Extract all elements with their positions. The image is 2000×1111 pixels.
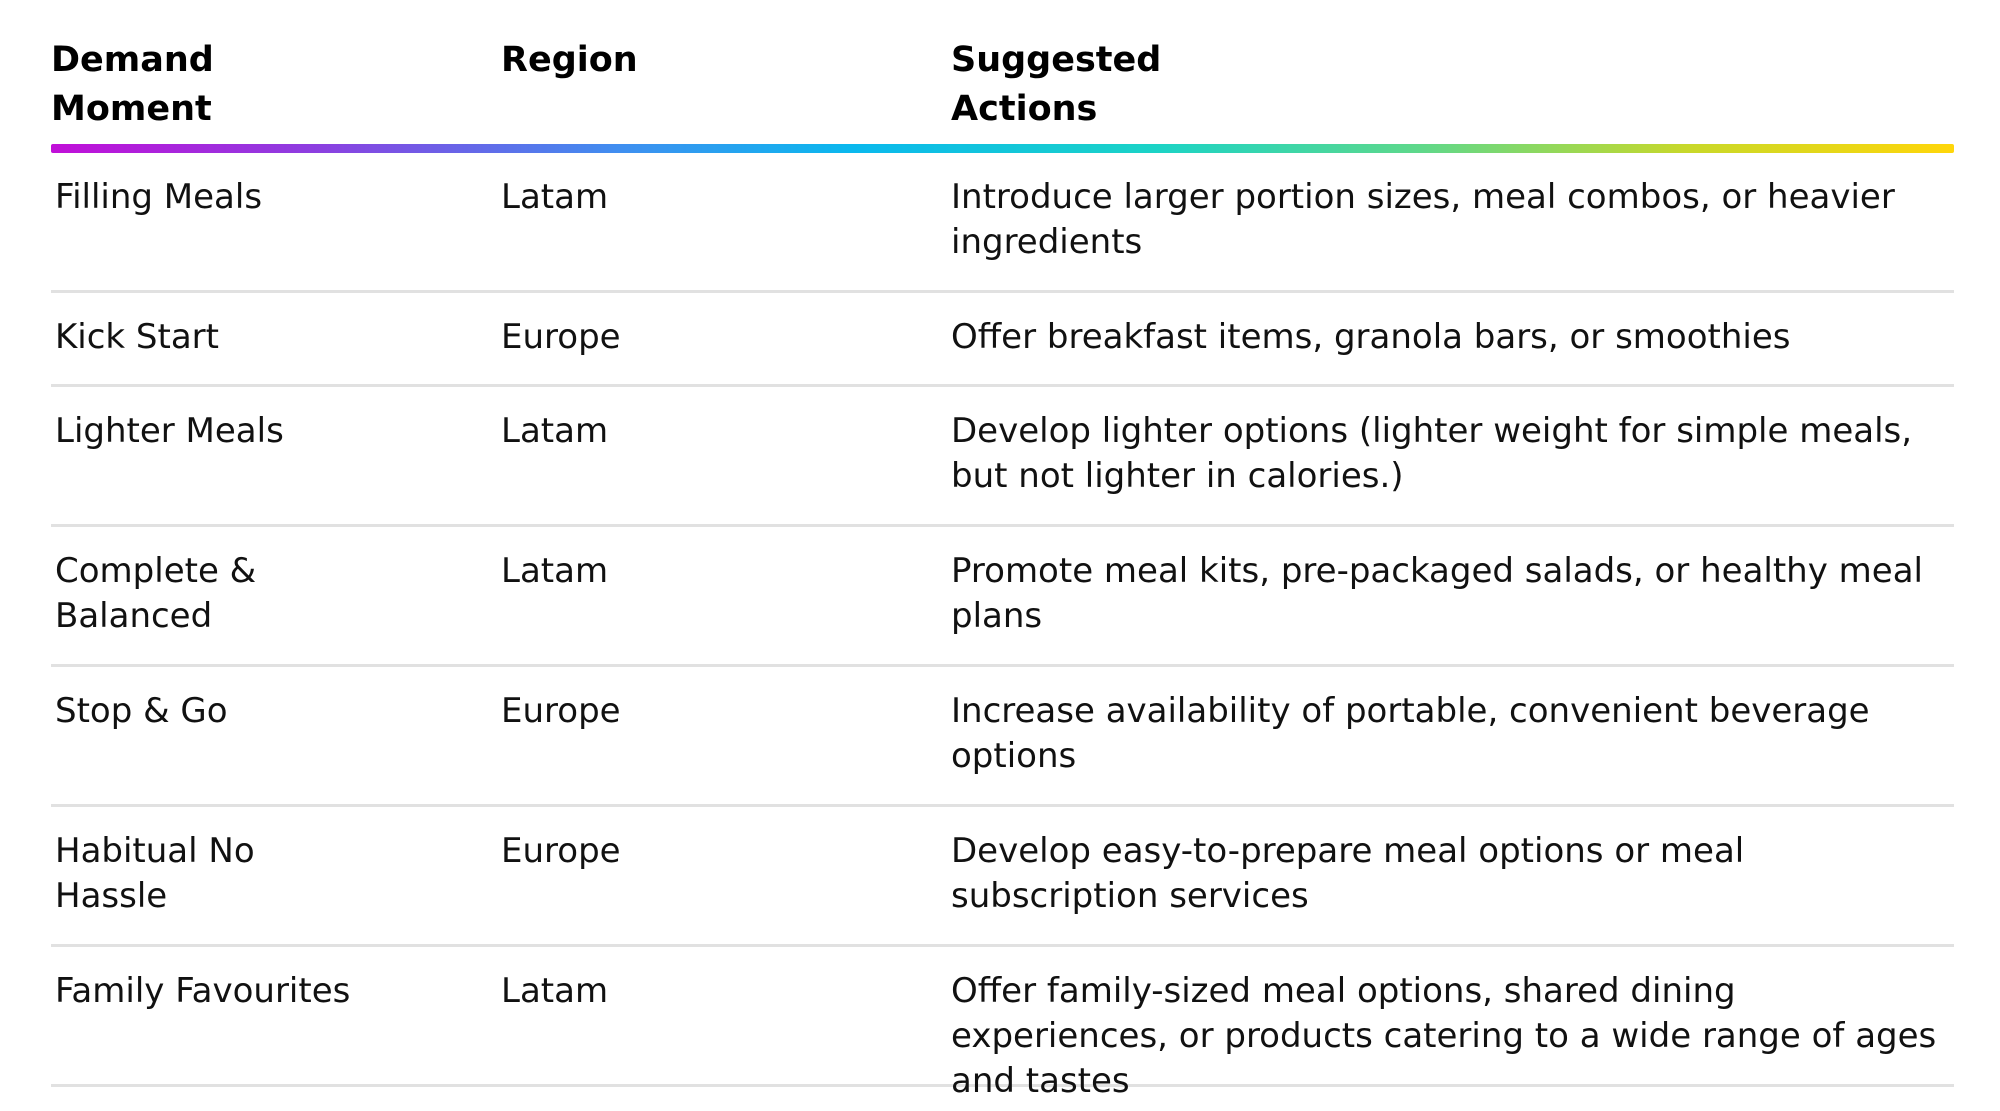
cell-demand-moment: Family Favourites: [55, 971, 351, 1011]
cell-suggested-action: Offer family-sized meal options, shared …: [951, 971, 1937, 1101]
cell-region: Europe: [501, 691, 621, 731]
table-row: Habitual No Hassle Europe Develop easy-t…: [51, 807, 1954, 947]
header-region: Region: [501, 40, 638, 80]
cell-suggested-action: Increase availability of portable, conve…: [951, 691, 1870, 776]
cell-region: Europe: [501, 317, 621, 357]
cell-suggested-action: Offer breakfast items, granola bars, or …: [951, 317, 1791, 357]
cell-demand-moment: Complete & Balanced: [55, 551, 257, 636]
cell-demand-moment: Filling Meals: [55, 177, 263, 217]
table-row: Kick Start Europe Offer breakfast items,…: [51, 293, 1954, 387]
cell-region: Europe: [501, 831, 621, 871]
cell-suggested-action: Introduce larger portion sizes, meal com…: [951, 177, 1895, 262]
table-row: Stop & Go Europe Increase availability o…: [51, 667, 1954, 807]
table-row: Family Favourites Latam Offer family-siz…: [51, 947, 1954, 1101]
cell-region: Latam: [501, 971, 609, 1011]
table-row: Filling Meals Latam Introduce larger por…: [51, 153, 1954, 293]
table-row: Complete & Balanced Latam Promote meal k…: [51, 527, 1954, 667]
cell-suggested-action: Develop lighter options (lighter weight …: [951, 411, 1913, 496]
header-suggested-actions: Suggested Actions: [951, 40, 1162, 129]
header-gradient-divider: [51, 144, 1954, 153]
cell-demand-moment: Habitual No Hassle: [55, 831, 255, 916]
cell-demand-moment: Stop & Go: [55, 691, 228, 731]
cell-suggested-action: Promote meal kits, pre-packaged salads, …: [951, 551, 1923, 636]
table-row: Lighter Meals Latam Develop lighter opti…: [51, 387, 1954, 527]
cell-region: Latam: [501, 411, 609, 451]
cell-demand-moment: Kick Start: [55, 317, 219, 357]
cell-region: Latam: [501, 551, 609, 591]
cell-demand-moment: Lighter Meals: [55, 411, 284, 451]
header-demand-moment: Demand Moment: [51, 40, 214, 129]
demand-moments-table: Demand Moment Region Suggested Actions F…: [51, 34, 1954, 1101]
cell-suggested-action: Develop easy-to-prepare meal options or …: [951, 831, 1745, 916]
cell-region: Latam: [501, 177, 609, 217]
table-header: Demand Moment Region Suggested Actions: [51, 34, 1954, 144]
